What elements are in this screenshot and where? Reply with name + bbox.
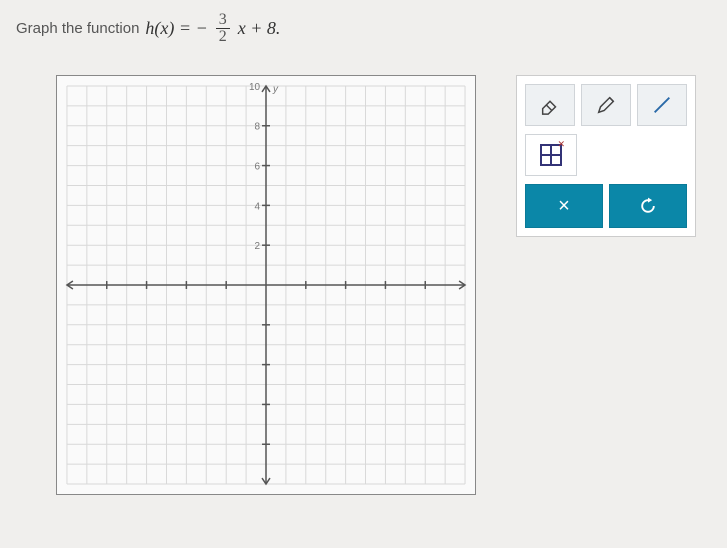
grid-icon: [540, 144, 562, 166]
pencil-icon: [595, 94, 617, 116]
tool-row-2: [525, 134, 687, 176]
question-prefix: Graph the function: [16, 20, 139, 37]
equation-suffix: x + 8.: [238, 18, 281, 39]
svg-text:4: 4: [254, 201, 260, 212]
reset-icon: [638, 196, 658, 216]
eraser-button[interactable]: [525, 84, 575, 126]
graph-canvas[interactable]: 10 8 6 4 2 y: [56, 75, 476, 495]
svg-text:8: 8: [254, 122, 260, 133]
question-text: Graph the function h(x) = − 3 2 x + 8.: [16, 12, 711, 45]
line-button[interactable]: [637, 84, 687, 126]
denominator: 2: [216, 29, 230, 45]
tool-row: [525, 84, 687, 126]
svg-text:6: 6: [254, 162, 260, 173]
clear-button[interactable]: ×: [525, 184, 603, 228]
reset-button[interactable]: [609, 184, 687, 228]
toolbox: ×: [516, 75, 696, 237]
numerator: 3: [216, 12, 230, 29]
eraser-icon: [539, 94, 561, 116]
grid-button[interactable]: [525, 134, 577, 176]
coordinate-grid: 10 8 6 4 2 y: [57, 76, 475, 494]
fraction: 3 2: [216, 12, 230, 45]
svg-text:10: 10: [249, 82, 261, 93]
svg-text:2: 2: [254, 241, 260, 252]
close-icon: ×: [558, 195, 570, 218]
function-expr: h(x) = −: [145, 18, 207, 39]
line-icon: [651, 94, 673, 116]
action-row: ×: [525, 184, 687, 228]
pencil-button[interactable]: [581, 84, 631, 126]
svg-text:y: y: [272, 84, 279, 95]
